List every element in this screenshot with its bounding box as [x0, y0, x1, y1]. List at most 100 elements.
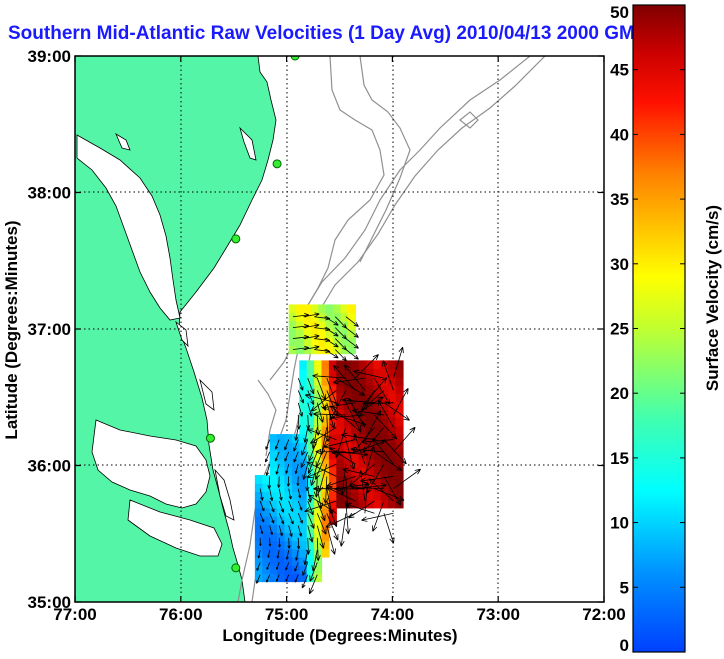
velocity-vector [268, 537, 272, 547]
velocity-vector [307, 402, 313, 417]
velocity-cell [358, 466, 367, 476]
velocity-cell [388, 360, 397, 370]
velocity-cell [358, 393, 367, 402]
velocity-cell [333, 337, 342, 346]
velocity-vector [313, 411, 346, 417]
velocity-cell [284, 524, 293, 533]
velocity-cell [328, 516, 337, 525]
velocity-cell [343, 360, 352, 370]
velocity-cell [284, 507, 293, 517]
velocity-cell [314, 450, 323, 460]
velocity-cell [269, 458, 278, 468]
velocity-cell [291, 540, 300, 550]
velocity-cell [395, 384, 404, 394]
velocity-vector [383, 513, 395, 544]
velocity-vector [374, 488, 405, 501]
velocity-cell [314, 393, 323, 402]
velocity-cell [347, 304, 356, 314]
velocity-cell [299, 556, 308, 566]
velocity-cell [351, 409, 360, 419]
velocity-cell [284, 573, 293, 583]
velocity-vector [259, 500, 265, 512]
station-marker [272, 159, 282, 169]
velocity-cell [328, 425, 337, 435]
velocity-vector [348, 500, 375, 519]
velocity-cell [318, 304, 327, 314]
velocity-cell [395, 475, 404, 484]
velocity-vector [345, 402, 362, 433]
velocity-vector [326, 476, 356, 488]
velocity-cell [262, 524, 271, 533]
velocity-vector [302, 464, 309, 480]
velocity-cell [296, 312, 305, 322]
velocity-vector [302, 562, 309, 576]
velocity-vector [307, 500, 314, 516]
velocity-cell [351, 393, 360, 402]
velocity-vector [303, 323, 320, 329]
velocity-cell [380, 417, 389, 427]
velocity-cell [380, 450, 389, 460]
velocity-cell [288, 345, 297, 355]
velocity-cell [291, 491, 300, 501]
velocity-cell [395, 376, 404, 386]
velocity-cell [314, 384, 323, 394]
velocity-cell [388, 376, 397, 386]
velocity-cell [296, 345, 305, 355]
velocity-cell [288, 304, 297, 314]
velocity-vector [311, 427, 318, 449]
velocity-vector [324, 316, 339, 326]
velocity-cell [277, 540, 286, 550]
velocity-cell [328, 360, 337, 370]
velocity-vector [339, 513, 347, 547]
velocity-cell [306, 434, 315, 443]
velocity-cell [328, 384, 337, 394]
velocity-cell [306, 565, 315, 574]
velocity-cell [328, 393, 337, 402]
velocity-cell [306, 548, 315, 558]
velocity-cell [303, 329, 312, 338]
velocity-vector [344, 476, 351, 509]
velocity-vector [383, 476, 402, 506]
velocity-cell [365, 450, 374, 460]
velocity-cell [299, 376, 308, 386]
velocity-cell [336, 360, 345, 370]
velocity-cell [365, 409, 374, 419]
velocity-vector [334, 349, 347, 362]
velocity-cell [262, 573, 271, 583]
velocity-vector [288, 525, 293, 537]
velocity-cell [321, 458, 330, 468]
velocity-cell [299, 360, 308, 370]
velocity-cell [351, 368, 360, 378]
velocity-cell [262, 540, 271, 550]
velocity-vector [269, 500, 275, 513]
velocity-cell [351, 442, 360, 452]
velocity-vector [287, 537, 291, 549]
y-tick-label: 38:00 [28, 184, 71, 203]
velocity-cell [351, 475, 360, 484]
velocity-vector [308, 574, 318, 595]
velocity-cell [277, 434, 286, 443]
velocity-vector [297, 390, 304, 404]
velocity-cell [254, 475, 263, 484]
velocity-cell [347, 312, 356, 322]
chart-title: Southern Mid-Atlantic Raw Velocities (1 … [8, 23, 647, 44]
velocity-cell [306, 483, 315, 493]
velocity-vector [296, 476, 300, 487]
velocity-cell [321, 483, 330, 493]
velocity-cell [373, 450, 382, 460]
velocity-vector [278, 488, 283, 501]
velocity-cell [340, 312, 349, 322]
velocity-cell [277, 458, 286, 468]
velocity-cell [358, 409, 367, 419]
velocity-vector [294, 562, 299, 572]
velocity-cell [336, 499, 345, 509]
velocity-cell [328, 499, 337, 509]
velocity-cell [358, 491, 367, 501]
velocity-cell [351, 425, 360, 435]
velocity-cell [269, 466, 278, 476]
velocity-cell [310, 337, 319, 346]
velocity-cell [269, 573, 278, 583]
velocity-cell [351, 450, 360, 460]
velocity-vector [295, 550, 299, 561]
velocity-vector [326, 488, 334, 516]
